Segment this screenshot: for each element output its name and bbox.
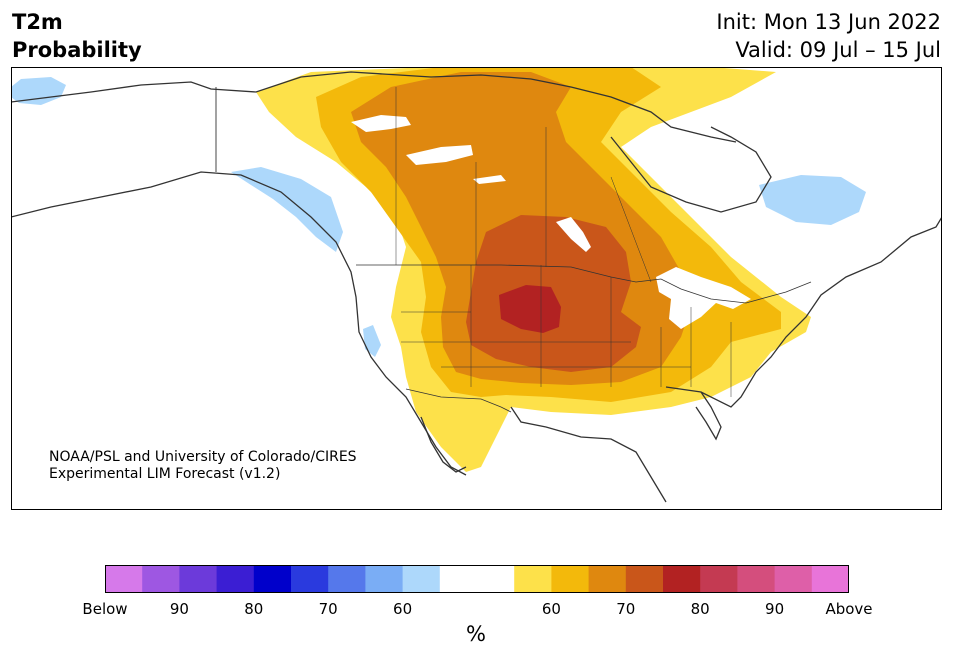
canada-province-lines — [215, 87, 652, 283]
init-date: Init: Mon 13 Jun 2022 — [716, 10, 941, 34]
colorbar — [105, 565, 849, 593]
valid-dates: Valid: 09 Jul – 15 Jul — [735, 38, 941, 62]
below-area-quebec — [759, 175, 866, 225]
credit-line-2: Experimental LIM Forecast (v1.2) — [49, 466, 281, 482]
us-state-lines — [401, 265, 732, 397]
colorbar-swatch — [439, 565, 478, 593]
above-area-90 — [499, 285, 561, 333]
colorbar-swatch — [514, 565, 552, 593]
credit-text: NOAA/PSL and University of Colorado/CIRE… — [49, 449, 357, 483]
north-coast — [11, 71, 737, 143]
below-area-bc-coast — [231, 167, 343, 252]
colorbar-tick-label: Below — [82, 600, 128, 618]
colorbar-tick-label: 60 — [541, 600, 561, 618]
colorbar-swatch — [142, 565, 180, 593]
map-title: T2m Probability — [12, 8, 142, 64]
colorbar-tick-label: 70 — [318, 600, 338, 618]
west-coast — [11, 171, 467, 476]
colorbar-swatch — [625, 565, 664, 593]
product-label: Probability — [12, 38, 142, 62]
florida — [695, 391, 722, 441]
colorbar-tick-label: 90 — [765, 600, 785, 618]
colorbar-swatch — [477, 565, 515, 593]
lake-winnipeg — [556, 217, 591, 252]
colorbar-swatch — [291, 565, 329, 593]
us-mexico-border — [405, 388, 512, 413]
map-frame — [11, 67, 942, 510]
colorbar-swatch — [774, 565, 813, 593]
colorbar-tick-label: 80 — [244, 600, 264, 618]
below-area-alaska — [11, 77, 66, 105]
baja-peninsula — [420, 416, 467, 473]
colorbar-tick-label: 90 — [169, 600, 189, 618]
us-canada-border — [356, 264, 812, 304]
colorbar-tick-label: 60 — [393, 600, 413, 618]
colorbar-swatch — [179, 565, 218, 593]
colorbar-swatch — [402, 565, 441, 593]
colorbar-frame — [105, 565, 849, 593]
date-info: Init: Mon 13 Jun 2022 Valid: 09 Jul – 15… — [716, 8, 941, 64]
colorbar-tick-label: 80 — [690, 600, 710, 618]
colorbar-swatch — [105, 565, 143, 593]
credit-line-1: NOAA/PSL and University of Colorado/CIRE… — [49, 449, 357, 465]
colorbar-swatch — [328, 565, 366, 593]
great-lakes — [656, 267, 751, 329]
colorbar-swatch — [811, 565, 849, 593]
colorbar-swatch — [253, 565, 292, 593]
variable-label: T2m — [12, 10, 63, 34]
colorbar-swatch — [737, 565, 776, 593]
colorbar-swatch — [551, 565, 590, 593]
colorbar-swatch — [588, 565, 627, 593]
great-slave-lake — [406, 145, 473, 165]
colorbar-swatch — [216, 565, 255, 593]
hudson-bay — [610, 126, 772, 213]
colorbar-swatch — [365, 565, 404, 593]
lake-athabasca — [473, 175, 506, 184]
colorbar-swatch — [663, 565, 701, 593]
colorbar-tick-label: 70 — [616, 600, 636, 618]
east-coast — [665, 216, 942, 408]
colorbar-swatch — [700, 565, 738, 593]
colorbar-tick-label: Above — [825, 600, 873, 618]
forecast-map — [11, 67, 942, 510]
colorbar-unit-label: % — [466, 622, 486, 646]
gulf-coast — [510, 406, 667, 503]
